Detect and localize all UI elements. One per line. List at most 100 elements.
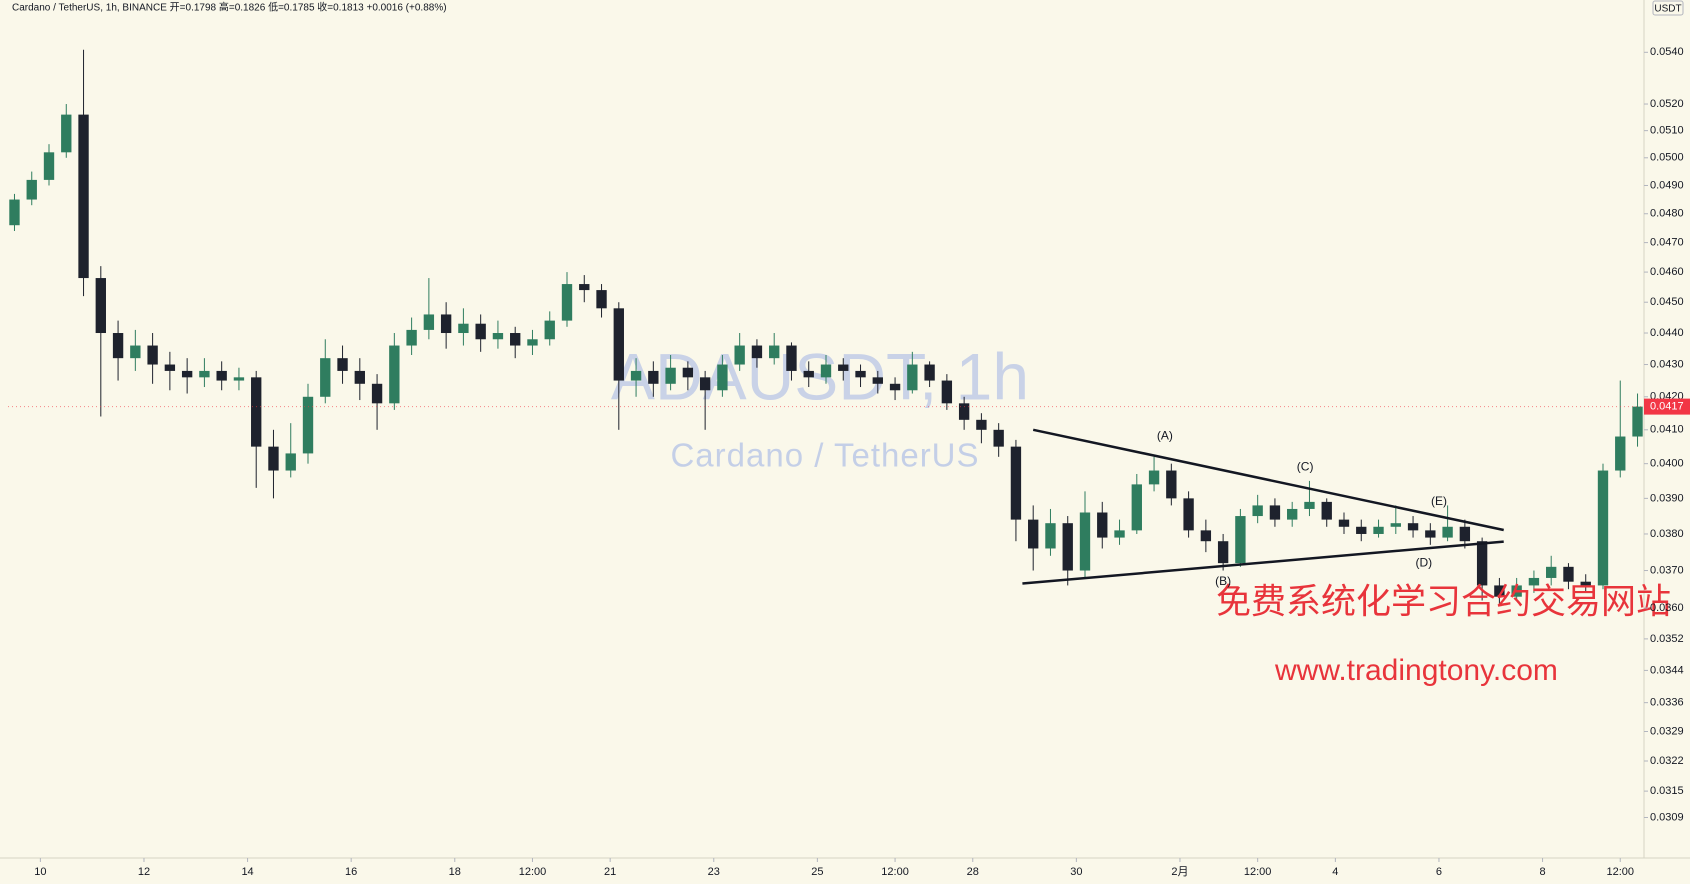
candle-body bbox=[1148, 470, 1160, 485]
candle-body bbox=[734, 345, 745, 365]
last-price-label: 0.0417 bbox=[1650, 401, 1684, 413]
currency-label[interactable]: USDT bbox=[1654, 4, 1681, 15]
candle-body bbox=[216, 370, 227, 381]
candle-body bbox=[1615, 436, 1626, 471]
promo-text: 免费系统化学习合约交易网站 bbox=[1216, 582, 1671, 621]
candle-body bbox=[1183, 498, 1194, 531]
y-tick-label: 0.0520 bbox=[1650, 98, 1684, 110]
candle-body bbox=[302, 396, 314, 454]
candle-body bbox=[1062, 523, 1073, 571]
y-tick-label: 0.0380 bbox=[1650, 528, 1684, 540]
y-tick-label: 0.0440 bbox=[1650, 327, 1684, 339]
x-tick-label: 12:00 bbox=[1606, 866, 1634, 878]
candle-body bbox=[268, 446, 279, 471]
candle-body bbox=[43, 152, 55, 180]
candle-body bbox=[1028, 519, 1039, 549]
x-tick-label: 12 bbox=[138, 866, 150, 878]
x-tick-label: 23 bbox=[708, 866, 720, 878]
candle-body bbox=[389, 345, 400, 404]
candle-body bbox=[1459, 526, 1471, 542]
candle-body bbox=[337, 358, 348, 371]
last-price-tag bbox=[1644, 398, 1690, 415]
candle-body bbox=[1079, 512, 1091, 571]
candle-body bbox=[112, 333, 124, 359]
candle-body bbox=[924, 364, 935, 381]
y-tick-label: 0.0344 bbox=[1650, 664, 1684, 676]
candle-body bbox=[838, 364, 849, 371]
watermark-title: ADAUSDT, 1h bbox=[611, 339, 1029, 413]
y-tick-label: 0.0490 bbox=[1650, 179, 1684, 191]
candle-body bbox=[941, 380, 953, 404]
candle-body bbox=[665, 367, 676, 384]
currency-box[interactable] bbox=[1652, 0, 1684, 16]
candle-body bbox=[751, 345, 763, 359]
candle-body bbox=[95, 278, 106, 334]
candle-body bbox=[199, 370, 210, 378]
candle-body bbox=[1563, 566, 1574, 582]
candle-body bbox=[630, 370, 642, 381]
candle-body bbox=[820, 364, 832, 378]
candle-body bbox=[1390, 523, 1401, 527]
x-tick-label: 28 bbox=[967, 866, 979, 878]
candle-body bbox=[251, 377, 262, 447]
candle-body bbox=[130, 345, 141, 359]
y-tick-label: 0.0470 bbox=[1650, 237, 1684, 249]
candle-body bbox=[233, 377, 245, 381]
candle-body bbox=[613, 308, 624, 381]
candle-body bbox=[1511, 585, 1522, 597]
y-tick-label: 0.0410 bbox=[1650, 424, 1684, 436]
x-tick-label: 12:00 bbox=[1244, 866, 1272, 878]
candle-body bbox=[1252, 505, 1263, 517]
candle-body bbox=[889, 383, 901, 391]
candle-body bbox=[492, 333, 504, 340]
y-tick-label: 0.0430 bbox=[1650, 358, 1684, 370]
watermark-subtitle: Cardano / TetherUS bbox=[670, 437, 979, 474]
candle-body bbox=[1217, 541, 1229, 564]
candle-body bbox=[579, 284, 590, 291]
wave-label: (E) bbox=[1431, 494, 1447, 508]
candle-body bbox=[1045, 523, 1056, 549]
candle-body bbox=[9, 199, 20, 226]
candle-body bbox=[1304, 501, 1315, 509]
wave-label: (A) bbox=[1157, 429, 1173, 443]
candle-body bbox=[976, 419, 987, 430]
y-tick-label: 0.0480 bbox=[1650, 208, 1684, 220]
y-tick-label: 0.0390 bbox=[1650, 492, 1684, 504]
x-tick-label: 16 bbox=[345, 866, 357, 878]
trend-line bbox=[1022, 540, 1504, 585]
candle-body bbox=[1356, 526, 1367, 534]
y-tick-label: 0.0336 bbox=[1650, 697, 1684, 709]
candle-body bbox=[907, 364, 918, 391]
candle-body bbox=[1476, 541, 1488, 586]
x-tick-label: 12:00 bbox=[881, 866, 909, 878]
promo-url: www.tradingtony.com bbox=[1274, 654, 1558, 687]
chart-title: Cardano / TetherUS, 1h, BINANCE 开=0.1798… bbox=[12, 1, 447, 14]
wave-label: (C) bbox=[1297, 459, 1314, 473]
candle-body bbox=[1632, 406, 1643, 437]
candle-body bbox=[1235, 516, 1246, 564]
candle-body bbox=[1338, 519, 1350, 527]
candle-body bbox=[26, 179, 37, 200]
candle-body bbox=[958, 403, 970, 420]
y-tick-label: 0.0329 bbox=[1650, 725, 1684, 737]
candle-body bbox=[1200, 530, 1212, 542]
candle-body bbox=[423, 314, 435, 330]
x-tick-label: 4 bbox=[1332, 866, 1338, 878]
candle-body bbox=[354, 370, 365, 384]
candle-body bbox=[769, 345, 780, 359]
y-tick-label: 0.0400 bbox=[1650, 458, 1684, 470]
candle-body bbox=[1131, 484, 1142, 531]
candle-body bbox=[993, 429, 1004, 447]
candle-body bbox=[717, 364, 728, 391]
candle-body bbox=[371, 383, 383, 404]
candle-body bbox=[440, 314, 452, 334]
candle-body bbox=[1407, 523, 1419, 531]
wave-label: (B) bbox=[1215, 574, 1231, 588]
candle-body bbox=[78, 114, 89, 279]
y-tick-label: 0.0510 bbox=[1650, 125, 1684, 137]
candle-body bbox=[682, 367, 694, 378]
y-tick-label: 0.0370 bbox=[1650, 564, 1684, 576]
candle-body bbox=[1528, 577, 1540, 586]
x-tick-label: 2月 bbox=[1171, 866, 1188, 878]
x-tick-label: 6 bbox=[1436, 866, 1442, 878]
